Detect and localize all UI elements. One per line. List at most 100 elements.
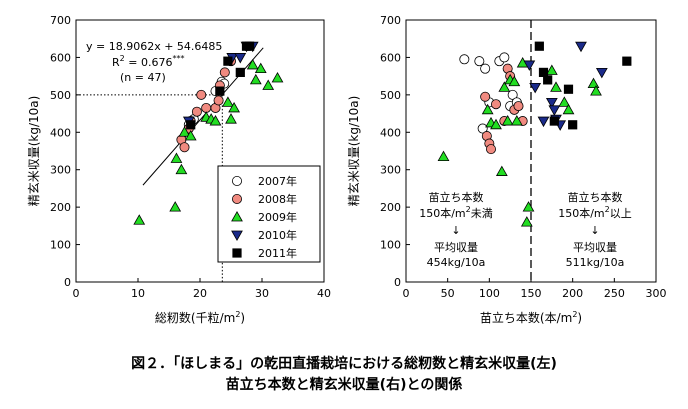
data-point bbox=[201, 102, 212, 113]
right-y-ticks: 0 100 200 300 400 500 600 700 bbox=[380, 14, 410, 289]
x-tick-label: 300 bbox=[646, 287, 667, 300]
right-annotation-above-150: 苗立ち本数 150本/m2以上 ↓ 平均収量 511kg/10a bbox=[558, 190, 632, 269]
x-tick-label: 0 bbox=[403, 287, 410, 300]
y-tick-label: 200 bbox=[50, 201, 71, 214]
data-point bbox=[271, 72, 284, 83]
data-point bbox=[499, 52, 510, 63]
data-point bbox=[254, 62, 267, 74]
ann-left-avg: 平均収量 bbox=[434, 241, 478, 254]
y-tick-label: 400 bbox=[380, 126, 401, 139]
x-tick-label: 10 bbox=[131, 287, 145, 300]
data-point bbox=[191, 106, 202, 117]
data-point bbox=[179, 142, 190, 153]
data-point bbox=[545, 97, 558, 109]
data-point bbox=[485, 144, 496, 155]
legend-label: 2009年 bbox=[258, 210, 297, 224]
data-point bbox=[545, 64, 558, 75]
legend-label: 2008年 bbox=[258, 192, 297, 206]
ann-left-title: 苗立ち本数 bbox=[429, 190, 484, 204]
data-point bbox=[510, 115, 523, 126]
data-point bbox=[590, 85, 602, 96]
x-tick-label: 100 bbox=[479, 287, 500, 300]
ann-right-title: 苗立ち本数 bbox=[568, 190, 623, 204]
caption-line-2: 苗立ち本数と精玄米収量(右)との関係 bbox=[226, 376, 463, 393]
left-x-axis-label: 総籾数(千粒/m2) bbox=[155, 310, 245, 325]
legend-label: 2011年 bbox=[258, 246, 297, 260]
legend-label: 2007年 bbox=[258, 174, 297, 188]
data-point bbox=[498, 81, 511, 92]
left-equation: y = 18.9062x + 54.6485 bbox=[86, 40, 222, 53]
data-point bbox=[481, 103, 494, 115]
data-point bbox=[209, 115, 222, 126]
data-point bbox=[133, 214, 146, 225]
y-tick-label: 300 bbox=[50, 164, 71, 177]
data-point bbox=[169, 201, 182, 212]
data-point bbox=[219, 67, 230, 78]
data-point bbox=[196, 89, 207, 100]
x-tick-label: 200 bbox=[562, 287, 583, 300]
right-annotation-below-150: 苗立ち本数 150本/m2未満 ↓ 平均収量 454kg/10a bbox=[419, 190, 493, 269]
y-tick-label: 200 bbox=[380, 201, 401, 214]
data-point bbox=[529, 82, 542, 94]
ann-right-avg-value: 511kg/10a bbox=[566, 256, 625, 269]
y-tick-label: 500 bbox=[50, 89, 71, 102]
x-tick-label: 30 bbox=[255, 287, 269, 300]
data-point bbox=[501, 115, 514, 126]
data-point bbox=[495, 165, 508, 176]
right-x-axis-label: 苗立ち本数(本/m2) bbox=[480, 310, 582, 325]
ann-right-condition: 150本/m2以上 bbox=[558, 205, 632, 220]
data-point bbox=[262, 79, 275, 90]
data-point bbox=[249, 73, 262, 85]
y-tick-label: 300 bbox=[380, 164, 401, 177]
y-tick-label: 0 bbox=[64, 276, 71, 289]
data-point bbox=[534, 41, 544, 51]
ann-right-arrow: ↓ bbox=[590, 224, 599, 237]
data-point bbox=[537, 116, 550, 128]
data-point bbox=[184, 130, 197, 141]
data-point bbox=[513, 101, 524, 112]
data-point bbox=[522, 201, 535, 212]
data-point bbox=[562, 103, 575, 115]
y-tick-label: 700 bbox=[50, 14, 71, 27]
data-point bbox=[490, 118, 502, 130]
right-x-ticks: 0 50 100 150 200 250 300 bbox=[403, 278, 667, 300]
left-y-axis-label: 精玄米収量(kg/10a) bbox=[26, 96, 41, 207]
y-tick-label: 500 bbox=[380, 89, 401, 102]
data-point bbox=[508, 75, 521, 87]
x-tick-label: 150 bbox=[521, 287, 542, 300]
legend-marker bbox=[231, 175, 242, 186]
data-point bbox=[234, 53, 247, 64]
left-y-ticks: 0 100 200 300 400 500 600 700 bbox=[50, 14, 80, 289]
data-point bbox=[480, 63, 491, 74]
right-chart: 0 100 200 300 400 500 600 700 0 50 100 150 200 250 30… bbox=[346, 14, 667, 325]
data-point bbox=[459, 54, 470, 65]
y-tick-label: 100 bbox=[50, 239, 71, 252]
ann-left-condition: 150本/m2未満 bbox=[419, 205, 493, 220]
left-x-ticks: 0 10 20 30 40 bbox=[73, 278, 331, 300]
data-point bbox=[437, 150, 450, 162]
legend-marker bbox=[231, 210, 243, 222]
caption-line-1: 図２．「ほしまる」の乾田直播栽培における総籾数と精玄米収量(左) bbox=[131, 355, 557, 372]
y-tick-label: 400 bbox=[50, 126, 71, 139]
data-point bbox=[186, 120, 196, 130]
left-points bbox=[133, 41, 284, 225]
legend-marker bbox=[231, 230, 243, 242]
data-point bbox=[222, 96, 234, 107]
data-point bbox=[246, 58, 259, 70]
left-legend: 2007年 2008年 2009年 2010年 2011年 bbox=[231, 174, 297, 260]
left-r-squared: R2 = 0.676*** bbox=[112, 54, 184, 69]
ann-left-avg-value: 454kg/10a bbox=[427, 256, 486, 269]
data-point bbox=[549, 116, 559, 126]
y-tick-label: 0 bbox=[394, 276, 401, 289]
data-point bbox=[622, 56, 632, 66]
right-y-axis-label: 精玄米収量(kg/10a) bbox=[346, 96, 361, 207]
data-point bbox=[507, 89, 518, 100]
x-tick-label: 40 bbox=[317, 287, 331, 300]
legend-marker bbox=[232, 248, 242, 258]
x-tick-label: 20 bbox=[193, 287, 207, 300]
data-point bbox=[490, 99, 501, 110]
y-tick-label: 600 bbox=[380, 51, 401, 64]
data-point bbox=[548, 105, 561, 116]
left-n-count: (n = 47) bbox=[120, 71, 166, 84]
